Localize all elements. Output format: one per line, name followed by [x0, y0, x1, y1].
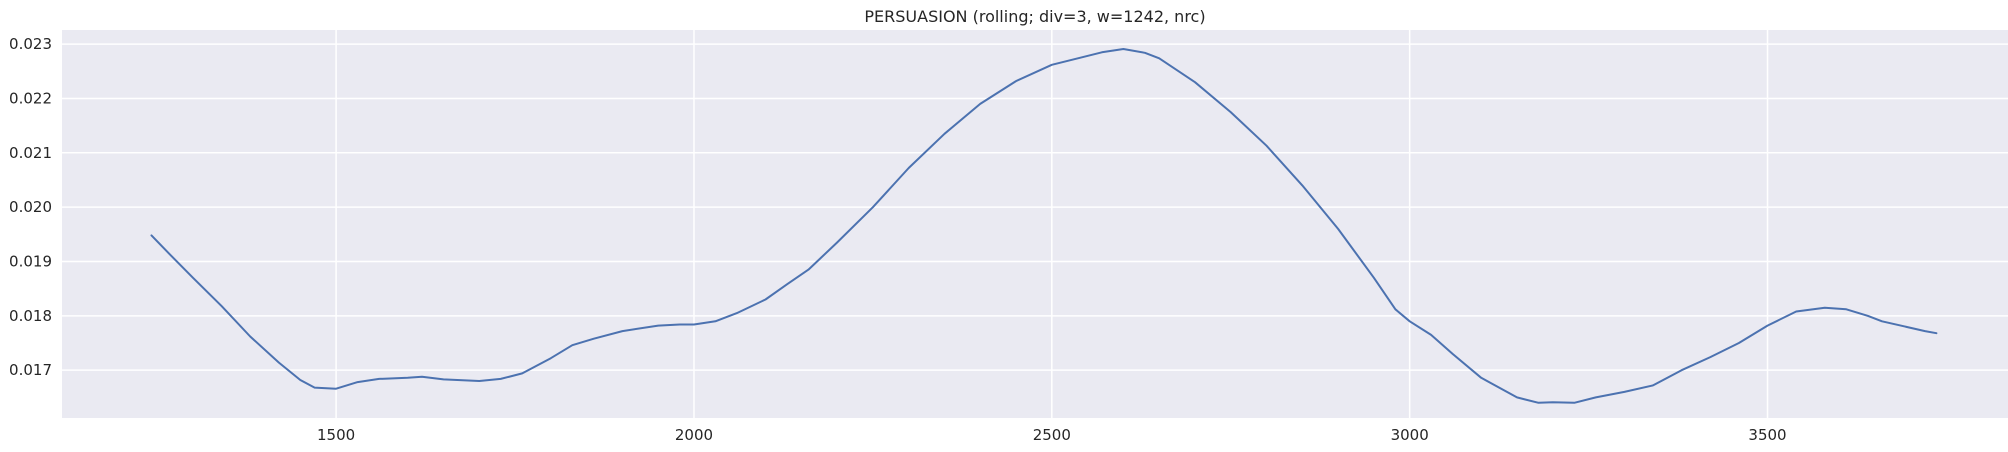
chart-title: PERSUASION (rolling; div=3, w=1242, nrc): [864, 7, 1205, 26]
x-tick-label: 1500: [317, 426, 355, 444]
y-tick-labels: 0.017 0.018 0.019 0.020 0.021 0.022 0.023: [9, 35, 52, 379]
y-tick-label: 0.021: [9, 144, 52, 162]
series-line: [150, 48, 1938, 404]
x-tick-label: 2000: [675, 426, 713, 444]
y-tick-label: 0.019: [9, 252, 52, 270]
grid-lines: [62, 30, 2008, 418]
x-tick-labels: 1500 2000 2500 3000 3500: [317, 426, 1787, 444]
y-tick-label: 0.023: [9, 35, 52, 53]
y-tick-label: 0.017: [9, 361, 52, 379]
y-tick-label: 0.018: [9, 307, 52, 325]
x-tick-label: 3500: [1748, 426, 1786, 444]
y-tick-label: 0.020: [9, 198, 52, 216]
x-tick-label: 3000: [1391, 426, 1429, 444]
plot-area: [62, 30, 2008, 418]
x-tick-label: 2500: [1033, 426, 1071, 444]
y-tick-label: 0.022: [9, 89, 52, 107]
